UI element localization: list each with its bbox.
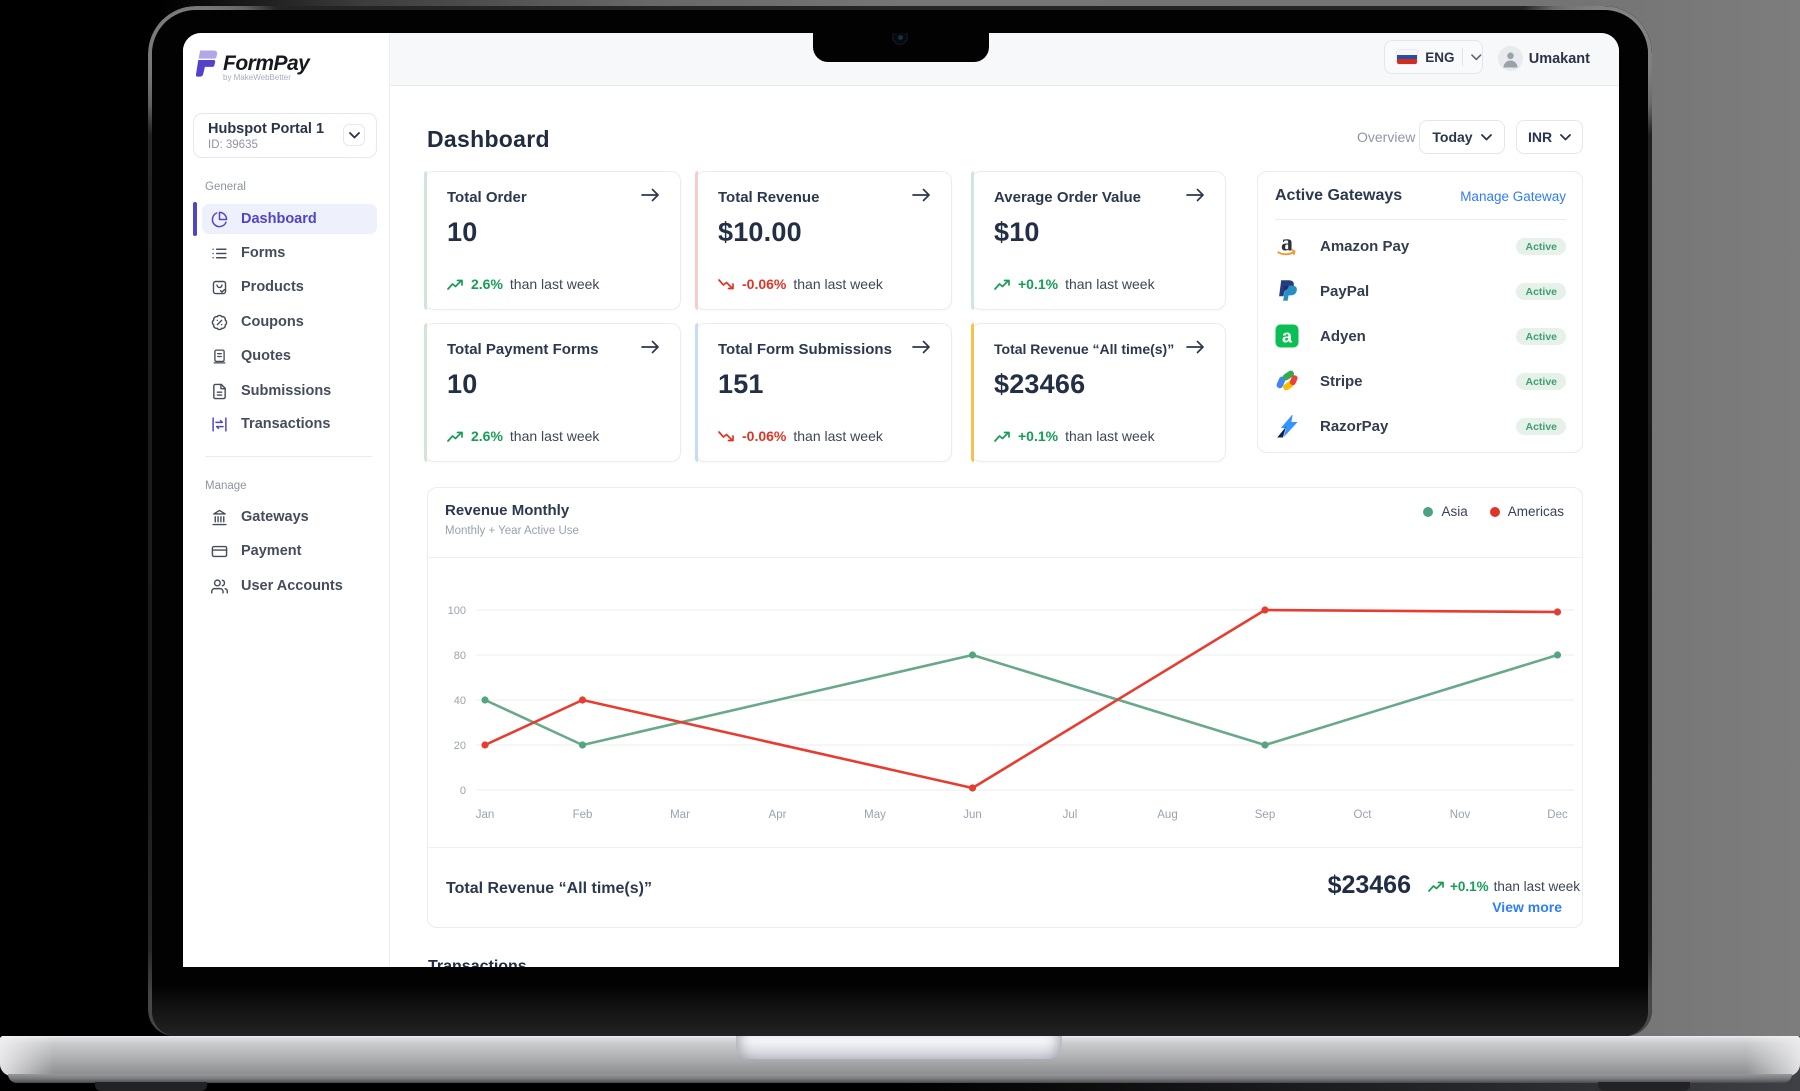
svg-text:100: 100 (448, 605, 466, 617)
svg-text:0: 0 (460, 785, 466, 797)
svg-text:Dec: Dec (1547, 809, 1568, 821)
svg-text:Oct: Oct (1354, 809, 1373, 821)
svg-text:80: 80 (454, 650, 466, 662)
svg-text:a: a (1281, 233, 1293, 256)
svg-text:Jun: Jun (963, 809, 982, 821)
svg-text:Mar: Mar (670, 809, 690, 821)
svg-text:Nov: Nov (1450, 809, 1471, 821)
svg-text:May: May (864, 809, 886, 821)
svg-text:Aug: Aug (1157, 809, 1177, 821)
svg-text:Sep: Sep (1255, 809, 1275, 821)
svg-text:Feb: Feb (573, 809, 593, 821)
svg-text:Jan: Jan (476, 809, 495, 821)
svg-text:40: 40 (454, 695, 466, 707)
svg-text:a: a (1282, 327, 1293, 347)
svg-text:Jul: Jul (1063, 809, 1078, 821)
svg-text:Apr: Apr (769, 809, 787, 821)
svg-text:20: 20 (454, 740, 466, 752)
